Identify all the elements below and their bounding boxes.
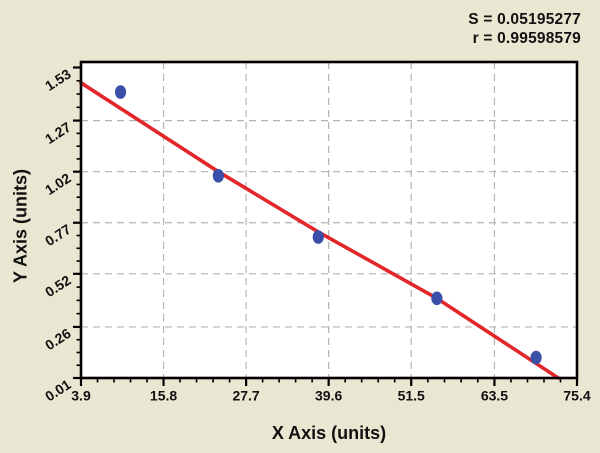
y-tick-label: 0.01: [42, 376, 74, 404]
data-point: [431, 291, 443, 306]
x-tick-label: 15.8: [150, 388, 177, 404]
y-tick-label: 1.02: [42, 170, 74, 198]
data-point: [312, 230, 324, 244]
y-tick-label: 0.26: [42, 325, 74, 353]
fit-stat-s: S = 0.05195277: [468, 11, 581, 28]
y-axis-title: Y Axis (units): [10, 168, 31, 284]
x-tick-label: 51.5: [398, 388, 425, 404]
y-tick-label: 1.27: [42, 119, 74, 147]
fit-statistics: S = 0.05195277 r = 0.99598579: [468, 11, 581, 48]
x-tick-label: 27.7: [232, 388, 259, 404]
x-tick-label: 3.9: [71, 388, 91, 404]
x-tick-label: 39.6: [315, 388, 342, 404]
y-tick-label: 0.52: [42, 272, 74, 300]
fit-stat-r: r = 0.99598579: [472, 29, 581, 47]
y-tick-label: 1.53: [42, 65, 74, 93]
data-point: [530, 350, 542, 365]
data-point: [114, 85, 127, 99]
x-tick-label: 63.5: [481, 388, 508, 404]
x-axis-title: X Axis (units): [271, 423, 387, 443]
y-tick-label: 0.77: [42, 221, 74, 249]
x-tick-label: 75.4: [563, 388, 590, 404]
data-point: [212, 168, 224, 183]
